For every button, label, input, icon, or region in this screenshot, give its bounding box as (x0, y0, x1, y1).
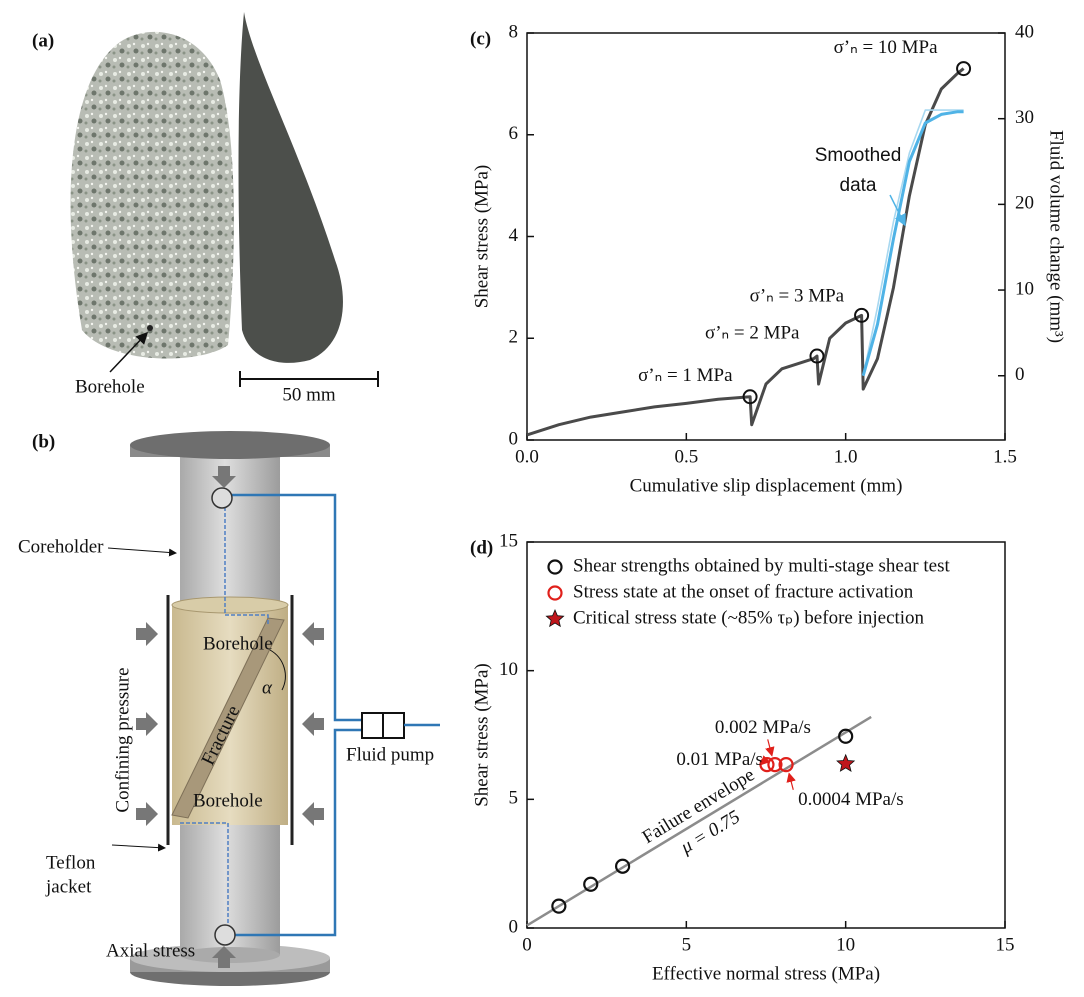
x-tick-label: 15 (996, 934, 1015, 955)
annotation: σ’ₙ = 10 MPa (834, 37, 939, 58)
point-label-arrow (789, 774, 793, 790)
y-tick-label: 10 (499, 659, 518, 680)
point-label-arrow (768, 739, 772, 755)
annotation: data (840, 175, 877, 196)
y-axis-label: Shear stress (MPa) (471, 663, 492, 807)
plate (130, 431, 330, 459)
annotation: σ’ₙ = 2 MPa (705, 322, 800, 343)
y2-axis-label: Fluid volume change (mm³) (1046, 130, 1067, 343)
plot-frame (527, 33, 1005, 440)
y-axis-label: Shear stress (MPa) (471, 165, 492, 309)
y2-tick-label: 40 (1015, 21, 1034, 42)
y-tick-label: 0 (509, 916, 519, 937)
valve (215, 925, 235, 945)
x-tick-label: 0 (522, 934, 532, 955)
panel-label: (b) (32, 431, 55, 452)
point-label: 0.0004 MPa/s (798, 789, 904, 810)
point (837, 755, 854, 771)
y-tick-label: 8 (509, 21, 519, 42)
x-tick-label: 0.5 (674, 446, 698, 467)
rock-sample-cut (239, 12, 343, 363)
y2-tick-label: 0 (1015, 364, 1025, 385)
annotation: Smoothed (815, 145, 902, 166)
arrow (108, 548, 176, 553)
panel-a: (a) Borehole 50 mm (32, 12, 378, 405)
sample (172, 597, 288, 613)
valve (212, 488, 232, 508)
legend-marker (546, 610, 563, 626)
label: jacket (45, 876, 92, 897)
x-tick-label: 1.0 (834, 446, 858, 467)
annotation: σ’ₙ = 3 MPa (750, 286, 845, 307)
y-tick-label: 15 (499, 530, 518, 551)
legend-label: Critical stress state (~85% τₚ) before i… (573, 607, 925, 628)
panel-label: (c) (470, 28, 491, 49)
label: α (262, 677, 273, 698)
y-tick-label: 4 (509, 225, 519, 246)
point-label: 0.01 MPa/s (676, 749, 763, 770)
y-tick-label: 6 (509, 123, 519, 144)
x-axis-label: Effective normal stress (MPa) (652, 963, 880, 984)
label: Coreholder (18, 536, 104, 557)
x-tick-label: 1.5 (993, 446, 1017, 467)
label: Borehole (75, 376, 145, 397)
legend-marker (549, 561, 562, 574)
legend-label: Stress state at the onset of fracture ac… (573, 581, 914, 602)
legend-label: Shear strengths obtained by multi-stage … (573, 555, 950, 576)
panel-label: (a) (32, 30, 54, 51)
label: Confining pressure (112, 667, 133, 812)
label: Borehole (193, 790, 263, 811)
data-line (527, 69, 964, 435)
rock-sample (71, 32, 234, 359)
label: Fluid pump (346, 744, 434, 765)
y2-tick-label: 20 (1015, 193, 1034, 214)
label: Borehole (203, 633, 273, 654)
x-tick-label: 10 (836, 934, 855, 955)
label: Teflon (46, 852, 96, 873)
label: 50 mm (282, 384, 336, 405)
y2-tick-label: 30 (1015, 107, 1034, 128)
x-tick-label: 0.0 (515, 446, 539, 467)
borehole-mark (147, 325, 153, 331)
legend-marker (549, 587, 562, 600)
figure: (a) Borehole 50 mm (b) Coreholder Confin… (0, 0, 1084, 997)
x-axis-label: Cumulative slip displacement (mm) (630, 475, 903, 496)
y-tick-label: 2 (509, 327, 519, 348)
label: Axial stress (106, 940, 195, 961)
y-tick-label: 0 (509, 428, 519, 449)
y2-tick-label: 10 (1015, 278, 1034, 299)
panel-b: (b) Coreholder Confining pressure Teflon… (18, 431, 440, 986)
y-tick-label: 5 (509, 788, 519, 809)
annotation: σ’ₙ = 1 MPa (638, 365, 733, 386)
x-tick-label: 5 (682, 934, 692, 955)
arrow (112, 845, 165, 848)
panel-label: (d) (470, 537, 493, 558)
point-label: 0.002 MPa/s (715, 717, 811, 738)
